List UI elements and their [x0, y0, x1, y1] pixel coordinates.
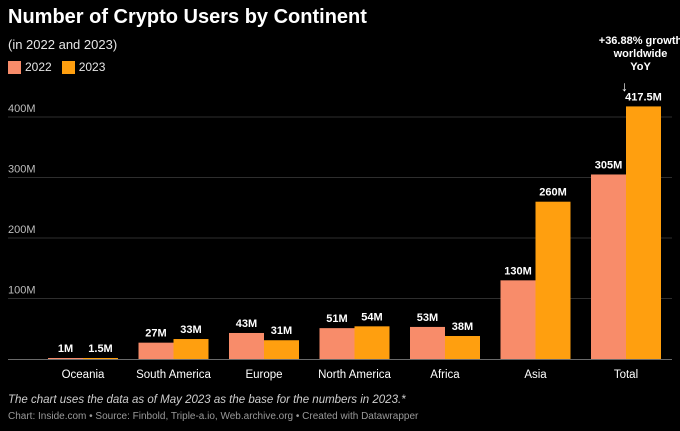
category-label: Asia — [524, 369, 547, 381]
value-label-north-america-2022: 51M — [326, 313, 347, 325]
chart-title: Number of Crypto Users by Continent — [8, 6, 367, 28]
value-label-europe-2022: 43M — [236, 318, 257, 330]
bar-oceania-2023 — [83, 358, 118, 359]
bar-north-america-2023 — [354, 326, 390, 359]
value-label-south-america-2022: 27M — [145, 328, 166, 340]
y-tick-label: 300M — [8, 164, 36, 176]
bar-africa-2022 — [410, 326, 445, 359]
category-label: Oceania — [62, 369, 105, 381]
y-tick-label: 200M — [8, 224, 36, 236]
legend-item-2022: 2022 — [8, 60, 52, 74]
category-label: Europe — [245, 369, 282, 381]
value-label-north-america-2023: 54M — [361, 311, 382, 323]
chart-note: The chart uses the data as of May 2023 a… — [8, 394, 406, 406]
bar-africa-2023 — [445, 336, 480, 359]
legend-item-2023: 2023 — [61, 60, 106, 74]
annotation-line: worldwide — [613, 48, 668, 60]
chart-subtitle: (in 2022 and 2023) — [8, 37, 118, 52]
value-label-oceania-2023: 1.5M — [88, 343, 112, 355]
value-label-asia-2022: 130M — [504, 265, 532, 277]
bar-south-america-2023 — [173, 339, 209, 359]
legend-swatch-2022 — [8, 60, 21, 74]
value-label-oceania-2022: 1M — [58, 343, 73, 355]
value-label-total-2023: 417.5M — [625, 91, 662, 103]
bar-oceania-2022 — [48, 358, 83, 359]
annotation-arrow-icon: ↓ — [621, 78, 628, 94]
bar-europe-2022 — [229, 332, 264, 359]
bar-south-america-2022 — [138, 342, 174, 359]
y-tick-label: 100M — [8, 285, 36, 297]
bar-europe-2023 — [264, 340, 299, 359]
category-label: South America — [136, 369, 211, 381]
bar-north-america-2022 — [319, 328, 355, 359]
legend-swatch-2023 — [61, 60, 75, 74]
annotation-line: +36.88% growth — [599, 35, 680, 47]
annotation-line: YoY — [630, 61, 651, 73]
category-label: Total — [614, 369, 638, 381]
legend: 2022 2023 — [8, 60, 115, 74]
category-label: Africa — [430, 369, 460, 381]
chart-source: Chart: Inside.com • Source: Finbold, Tri… — [8, 411, 419, 422]
value-label-africa-2023: 38M — [452, 321, 473, 333]
legend-label-2023: 2023 — [78, 60, 106, 74]
legend-label-2022: 2022 — [25, 60, 52, 74]
value-label-total-2022: 305M — [595, 159, 623, 171]
category-label: North America — [318, 369, 391, 381]
value-label-africa-2022: 53M — [417, 312, 438, 324]
bar-total-2022 — [591, 174, 626, 359]
y-tick-label: 400M — [8, 103, 36, 115]
bar-asia-2023 — [535, 201, 571, 359]
value-label-asia-2023: 260M — [539, 187, 567, 199]
bar-total-2023 — [626, 106, 661, 359]
value-label-europe-2023: 31M — [271, 325, 292, 337]
bar-asia-2022 — [500, 280, 536, 359]
value-label-south-america-2023: 33M — [180, 324, 201, 336]
